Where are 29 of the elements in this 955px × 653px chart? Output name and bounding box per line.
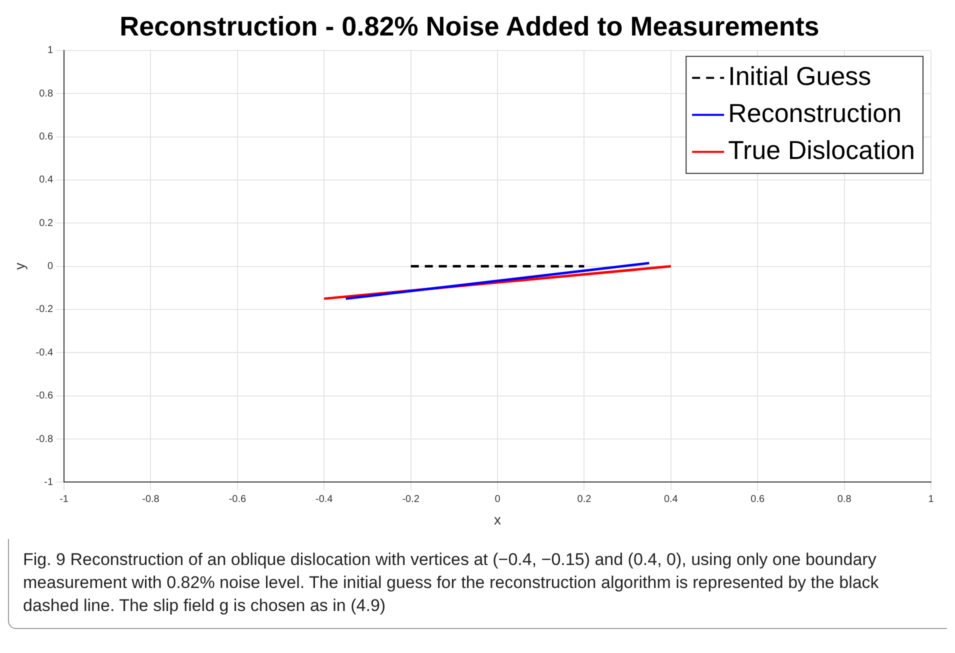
y-axis-title: y — [11, 262, 28, 270]
x-tick-label: -1 — [60, 494, 69, 505]
legend-label: Initial Guess — [728, 61, 872, 92]
y-tick-label: 0.4 — [39, 174, 54, 186]
x-tick-label: -0.2 — [402, 494, 420, 505]
x-tick-label: 0.4 — [664, 494, 678, 505]
x-tick-label: -0.6 — [228, 494, 246, 505]
x-tick-label: 0.8 — [837, 494, 852, 505]
legend-label: Reconstruction — [728, 98, 902, 128]
y-tick-label: -0.4 — [36, 347, 54, 358]
y-tick-label: -1 — [44, 476, 54, 488]
y-tick-label: -0.8 — [36, 434, 54, 445]
y-tick-label: 1 — [47, 45, 54, 56]
x-tick-label: 0.6 — [750, 494, 765, 505]
x-tick-label: -0.8 — [142, 494, 160, 505]
x-tick-label: -0.4 — [316, 494, 334, 505]
y-tick-label: 0 — [47, 261, 54, 272]
y-tick-label: 0.6 — [39, 132, 54, 143]
chart-title: Reconstruction - 0.82% Noise Added to Measurements — [120, 12, 820, 42]
x-axis-title: x — [494, 511, 502, 528]
caption: Fig. 9 Reconstruction of an oblique dislocation with vertices at (−0.4, −0.15) and (0.4, 0), using only one boundary measurement with 0.82% noise level. The initial guess for the reconstruction algorithm is represented by the black dashed line. The slip field g is chosen as in (4.9) — [23, 549, 880, 617]
y-tick-label: 0.8 — [39, 88, 54, 100]
legend-label: True Dislocation — [728, 135, 916, 166]
y-tick-label: 0.2 — [39, 218, 54, 229]
y-tick-label: -0.2 — [36, 304, 54, 316]
x-tick-label: 0.2 — [577, 494, 592, 505]
y-tick-label: -0.6 — [36, 390, 54, 402]
x-tick-label: 0 — [494, 494, 501, 505]
x-tick-label: 1 — [928, 494, 934, 505]
